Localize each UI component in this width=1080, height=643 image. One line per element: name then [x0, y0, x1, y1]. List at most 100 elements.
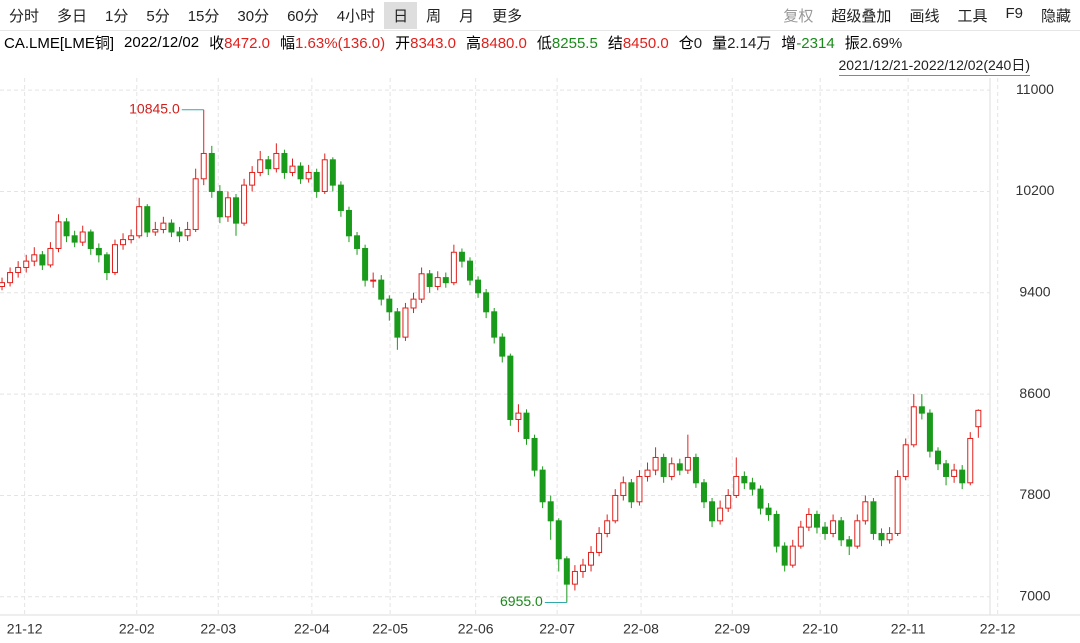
info-label: 高	[466, 34, 482, 52]
tool-button[interactable]: 超级叠加	[831, 7, 892, 25]
candle-body	[620, 482, 627, 496]
candle-body	[975, 409, 982, 428]
info-value: 8255.5	[551, 34, 598, 52]
period-button[interactable]: 月	[459, 7, 475, 25]
candle-body	[547, 501, 554, 522]
candle-body	[152, 228, 159, 233]
candle-body	[717, 507, 724, 522]
candle-body	[838, 520, 845, 541]
y-tick-label: 7000	[1019, 588, 1050, 604]
candle-body	[63, 221, 70, 237]
candle-body	[555, 520, 562, 560]
period-button[interactable]: 多日	[57, 7, 88, 25]
tool-button[interactable]: 隐藏	[1040, 7, 1071, 25]
x-tick-label: 22-12	[980, 621, 1016, 637]
candle-body	[224, 197, 231, 218]
x-tick-label: 21-12	[7, 621, 43, 637]
candle-body	[362, 247, 369, 281]
info-row: CA.LME[LME铜] 2022/12/02 收8472.0 幅1.63%(13…	[4, 31, 902, 53]
candle-body	[700, 482, 707, 503]
candle-body	[668, 463, 675, 477]
period-button[interactable]: 分时	[9, 7, 40, 25]
candle-body	[475, 279, 482, 294]
info-value: 2.14万	[727, 34, 772, 52]
period-button[interactable]: 日	[384, 1, 418, 29]
candle-body	[305, 171, 312, 180]
tool-button[interactable]: 复权	[783, 7, 814, 25]
candle-body	[402, 307, 409, 338]
period-button[interactable]: 60分	[287, 7, 319, 25]
info-label: 结	[607, 34, 623, 52]
period-button[interactable]: 1分	[105, 7, 129, 25]
candle-body	[321, 159, 328, 192]
info-label: 增	[781, 34, 797, 52]
candle-body	[959, 469, 966, 484]
candle-body	[273, 152, 280, 170]
info-item: 结8450.0	[608, 32, 669, 53]
candle-body	[539, 469, 546, 503]
period-button[interactable]: 4小时	[336, 7, 376, 25]
high-label: 10845.0	[129, 100, 180, 116]
candle-body	[95, 247, 102, 256]
candle-body	[660, 456, 667, 477]
period-button[interactable]: 周	[426, 7, 442, 25]
candle-body	[265, 159, 272, 170]
period-button[interactable]: 5分	[146, 7, 170, 25]
candle-body	[483, 292, 490, 313]
tool-buttons: 复权 超级叠加 画线 工具 F9 隐藏	[774, 2, 1080, 29]
candle-body	[507, 355, 514, 420]
candle-body	[709, 501, 716, 522]
candle-body	[878, 532, 885, 541]
x-tick-label: 22-08	[623, 621, 659, 637]
candle-body	[846, 539, 853, 547]
candle-body	[499, 336, 506, 357]
candle-body	[491, 311, 498, 338]
period-button[interactable]: 更多	[492, 7, 523, 25]
y-tick-label: 11000	[1016, 81, 1054, 97]
candle-body	[192, 178, 199, 230]
candle-body	[87, 231, 94, 249]
candle-body	[233, 197, 240, 224]
candle-body	[426, 273, 433, 287]
candle-body	[781, 545, 788, 566]
candle-body	[789, 545, 796, 566]
tool-button[interactable]: 画线	[909, 7, 940, 25]
toolbar: 分时 多日 1分 5分 15分 30分 60分 4小时日周月更多 复权 超级叠加 画线 工具 F9 隐藏	[0, 0, 1080, 31]
candle-body	[571, 570, 578, 585]
info-label: 低	[536, 34, 552, 52]
candle-body	[184, 228, 191, 237]
candle-body	[692, 456, 699, 484]
candle-body	[733, 475, 740, 496]
candle-body	[241, 184, 248, 224]
candle-body	[136, 206, 143, 237]
candle-body	[176, 231, 183, 237]
x-tick-label: 22-02	[119, 621, 155, 637]
candle-body	[523, 412, 530, 439]
candle-body	[354, 235, 361, 249]
info-value: 8450.0	[622, 34, 669, 52]
x-tick-label: 22-09	[714, 621, 750, 637]
info-value: 1.63%(136.0)	[295, 34, 386, 52]
info-label: 仓	[678, 34, 694, 52]
candle-body	[208, 152, 215, 192]
candle-body	[684, 456, 691, 471]
candle-body	[725, 494, 732, 509]
period-button[interactable]: 30分	[237, 7, 270, 25]
candle-body	[434, 277, 441, 287]
info-item: 高8480.0	[466, 32, 527, 53]
candle-body	[442, 277, 449, 284]
candle-body	[39, 254, 46, 266]
tool-button[interactable]: F9	[1005, 4, 1023, 22]
info-value: 8480.0	[481, 34, 527, 52]
info-item: 增-2314	[781, 32, 834, 53]
tool-button[interactable]: 工具	[957, 7, 988, 25]
candle-body	[216, 190, 223, 218]
candle-body	[588, 551, 595, 566]
info-item: 振2.69%	[845, 32, 903, 53]
candle-body	[741, 475, 748, 484]
period-button[interactable]: 15分	[187, 7, 220, 25]
date-range[interactable]: 2021/12/21-2022/12/02(240日)	[838, 55, 1030, 76]
candle-body	[103, 254, 110, 274]
